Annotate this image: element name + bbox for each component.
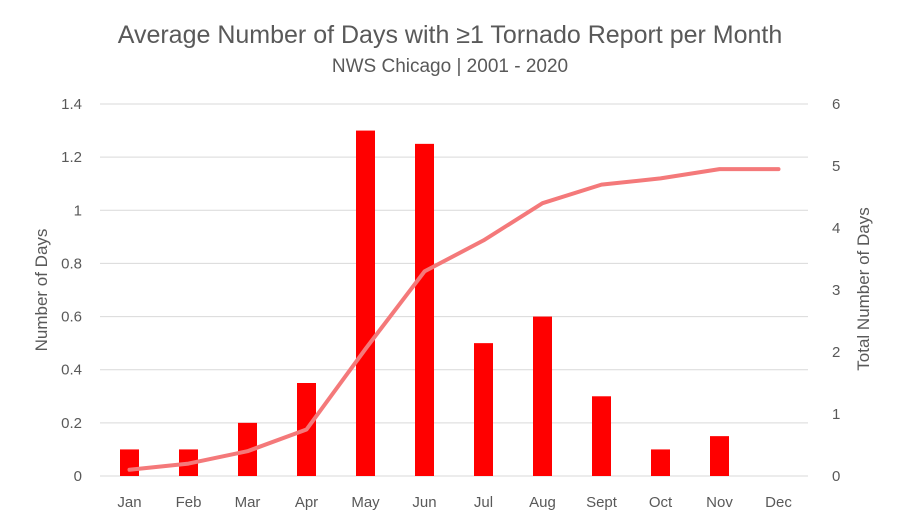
x-axis-ticks: Jan Feb Mar Apr May Jun Jul Aug Sept Oct Nov Dec — [117, 494, 792, 511]
y-axis-title: Number of Days — [32, 229, 51, 352]
y-tick-label: 0 — [74, 468, 82, 485]
y2-tick-label: 6 — [832, 96, 840, 113]
line-point — [718, 167, 721, 171]
left-axis-ticks: 0 0.2 0.4 0.6 0.8 1 1.2 1.4 — [61, 96, 82, 485]
line-series — [127, 167, 781, 472]
y-tick-label: 1.2 — [61, 149, 82, 166]
bar — [710, 436, 729, 476]
line-point — [246, 449, 249, 453]
y-tick-label: 0.8 — [61, 255, 82, 272]
y-tick-label: 0.2 — [61, 415, 82, 432]
bar — [651, 449, 670, 476]
line-point — [659, 176, 662, 180]
line-point — [541, 201, 544, 205]
y-tick-label: 1.4 — [61, 96, 82, 113]
x-tick-label: Jun — [412, 494, 436, 511]
y2-tick-label: 4 — [832, 220, 840, 237]
x-tick-label: Feb — [176, 494, 202, 511]
x-tick-label: Dec — [765, 494, 792, 511]
line-point — [600, 183, 603, 187]
bar — [356, 130, 375, 477]
chart-title: Average Number of Days with ≥1 Tornado R… — [118, 21, 783, 49]
bar — [415, 143, 434, 476]
line-point — [364, 347, 367, 351]
gridlines — [100, 103, 808, 477]
x-tick-label: Aug — [529, 494, 556, 511]
y-tick-label: 1 — [74, 202, 82, 219]
right-axis-ticks: 0 1 2 3 4 5 6 — [832, 96, 840, 485]
y2-tick-label: 1 — [832, 406, 840, 423]
bar — [533, 316, 552, 476]
y2-tick-label: 3 — [832, 282, 840, 299]
line-point — [187, 462, 190, 466]
x-tick-label: Jul — [474, 494, 493, 511]
x-tick-label: May — [351, 494, 380, 511]
line-point — [777, 167, 780, 171]
x-tick-label: Jan — [117, 494, 141, 511]
y2-tick-label: 0 — [832, 468, 840, 485]
bar — [474, 343, 493, 476]
y2-axis-title: Total Number of Days — [854, 207, 873, 370]
x-tick-label: Apr — [295, 494, 318, 511]
line-point — [482, 238, 485, 242]
x-tick-label: Sept — [586, 494, 618, 511]
bar-series — [120, 130, 729, 477]
cumulative-line — [127, 167, 781, 472]
line-point — [128, 468, 131, 472]
bar — [592, 396, 611, 476]
line-point — [423, 269, 426, 273]
x-tick-label: Mar — [235, 494, 261, 511]
y2-tick-label: 2 — [832, 344, 840, 361]
line-point — [305, 428, 308, 431]
chart-subtitle: NWS Chicago | 2001 - 2020 — [332, 56, 568, 77]
y-tick-label: 0.4 — [61, 362, 82, 379]
x-tick-label: Nov — [706, 494, 733, 511]
x-tick-label: Oct — [649, 494, 673, 511]
bar — [120, 449, 139, 476]
y2-tick-label: 5 — [832, 158, 840, 175]
y-tick-label: 0.6 — [61, 309, 82, 326]
